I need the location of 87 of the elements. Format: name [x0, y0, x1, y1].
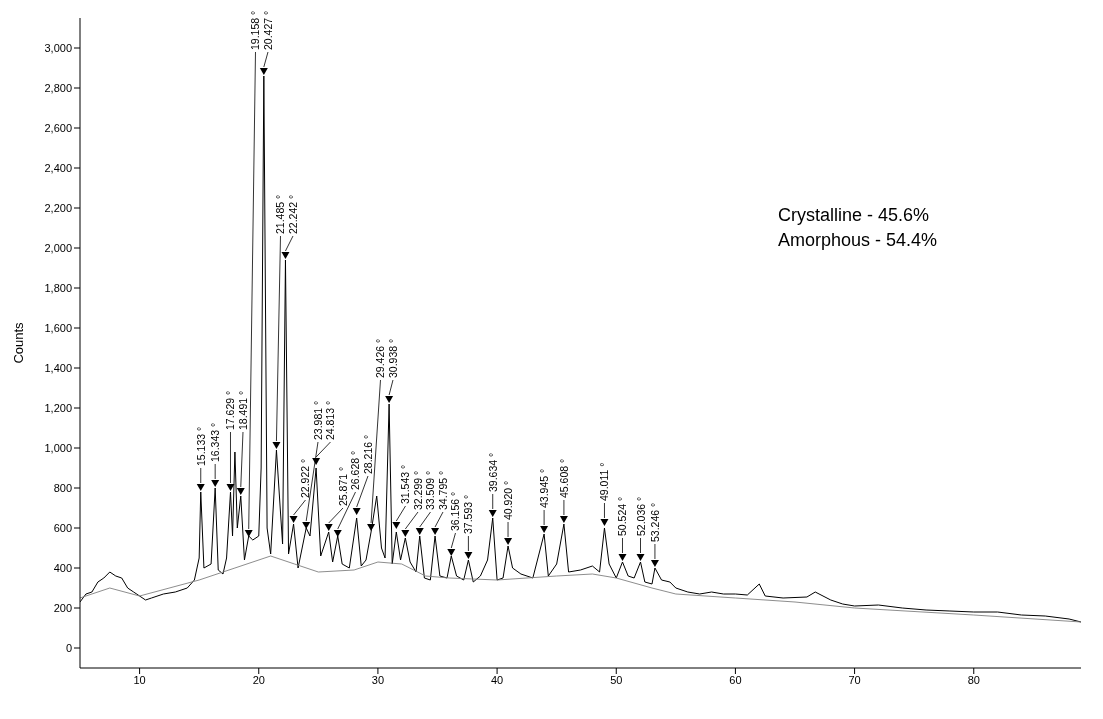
annotation: 24.813 ° [324, 400, 337, 440]
point [324, 524, 333, 531]
annotation: 23.981 ° [312, 400, 324, 440]
annotation: 19.158 ° [249, 10, 262, 50]
x-tick-label: 20 [252, 673, 265, 686]
y-tick-label: 3,000 [44, 41, 72, 54]
annotation: 37.593 ° [462, 494, 475, 534]
point [281, 252, 290, 259]
annotation: 15.133 ° [194, 426, 207, 466]
line-series [80, 555, 1081, 623]
annotation: 31.543 ° [399, 464, 412, 504]
annotation: 39.634 ° [486, 452, 499, 492]
y-tick-label: 2,000 [44, 241, 72, 254]
annotation: 20.427 ° [262, 10, 274, 50]
point [211, 480, 220, 487]
point [302, 522, 311, 529]
annotation: 45.608 ° [557, 458, 570, 498]
annotation: 28.216 ° [362, 434, 374, 474]
point [226, 484, 235, 491]
point [650, 560, 659, 567]
y-tick-label: 1,400 [44, 361, 72, 374]
x-tick-label: 60 [729, 673, 742, 686]
point [600, 519, 609, 526]
x-tick-label: 40 [490, 673, 504, 686]
annotation: 17.629 ° [224, 390, 237, 430]
point [540, 526, 549, 533]
annotation: 18.491 ° [237, 390, 249, 430]
point [244, 530, 253, 537]
y-tick-label: 600 [53, 521, 72, 534]
annotation: 33.509 ° [424, 470, 437, 510]
y-tick-label: 1,200 [44, 401, 72, 414]
annotation: 25.871 ° [337, 466, 349, 506]
annotation: 22.242 ° [287, 194, 299, 234]
point [488, 510, 497, 517]
y-tick-label: 1,600 [44, 321, 72, 334]
point [401, 530, 410, 537]
point [236, 488, 245, 495]
point [504, 538, 513, 545]
point [367, 524, 376, 531]
annotation: 53.246 ° [648, 502, 661, 542]
y-tick-label: 0 [65, 641, 72, 654]
annotation: Crystalline - 45.6% [778, 204, 931, 227]
y-tick-label: 2,800 [44, 81, 72, 94]
annotation: 34.795 ° [437, 470, 449, 510]
x-tick-label: 80 [967, 673, 980, 686]
point [352, 508, 361, 515]
annotation: 32.299 ° [412, 470, 424, 510]
x-tick-label: 10 [133, 673, 146, 686]
point [385, 396, 394, 403]
annotation: 50.524 ° [616, 496, 629, 536]
x-tick-label: 50 [610, 673, 623, 686]
y-tick-label: 2,400 [44, 161, 72, 174]
point [333, 530, 342, 537]
y-tick-label: 400 [53, 561, 72, 574]
point [447, 549, 456, 556]
point [289, 516, 298, 523]
point [464, 552, 473, 559]
annotation: 30.938 ° [387, 338, 399, 378]
y-tick-label: 1,800 [44, 281, 72, 294]
annotation: 29.426 ° [374, 338, 387, 378]
point [272, 442, 281, 449]
point [415, 528, 424, 535]
y-axis-title: Counts [10, 321, 26, 364]
point [392, 522, 401, 529]
point [196, 484, 205, 491]
annotation: 16.343 ° [209, 422, 222, 462]
annotation: Amorphous - 54.4% [778, 229, 938, 252]
point [636, 554, 645, 561]
annotation: 36.156 ° [449, 491, 462, 531]
x-tick-label: 70 [848, 673, 861, 686]
x-tick-label: 30 [371, 673, 385, 686]
point [559, 516, 568, 523]
point [431, 528, 440, 535]
annotation: 52.036 ° [634, 496, 647, 536]
annotation: 40.920 ° [502, 480, 515, 520]
y-tick-label: 2,600 [44, 121, 72, 134]
y-tick-label: 800 [53, 481, 72, 494]
point [259, 68, 268, 75]
y-tick-label: 1,000 [44, 441, 72, 454]
point [618, 554, 627, 561]
annotation: 22.922 ° [299, 458, 312, 498]
annotation: 21.485 ° [274, 194, 287, 234]
y-tick-label: 200 [53, 601, 72, 614]
annotation: 49.011 ° [598, 462, 611, 501]
y-tick-label: 2,200 [44, 201, 72, 214]
annotation: 26.628 ° [349, 450, 362, 490]
annotation: 43.945 ° [538, 468, 551, 508]
